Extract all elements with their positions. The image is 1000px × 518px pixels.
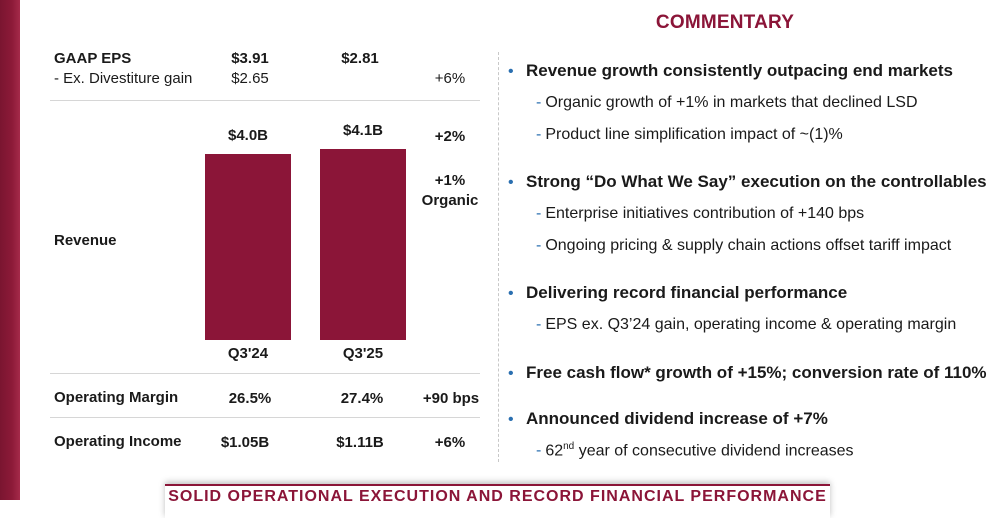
bullet-text: Revenue growth consistently outpacing en… bbox=[526, 61, 953, 80]
bullet-dot-icon: • bbox=[508, 285, 514, 302]
dash-icon: - bbox=[536, 205, 542, 222]
left-accent-strip bbox=[0, 0, 20, 500]
operating-income-q325: $1.11B bbox=[336, 434, 384, 451]
bar-q325 bbox=[320, 149, 406, 340]
divider bbox=[50, 417, 480, 418]
eps-sub-change: +6% bbox=[434, 70, 466, 87]
commentary-bullet: • Announced dividend increase of +7% bbox=[508, 409, 828, 429]
sub-bullet-text: Ongoing pricing & supply chain actions o… bbox=[545, 237, 952, 254]
bar-q324 bbox=[205, 154, 291, 340]
bullet-text: Delivering record financial performance bbox=[526, 283, 848, 302]
ordinal-suffix: nd bbox=[563, 441, 575, 452]
commentary-sub-bullet: - Enterprise initiatives contribution of… bbox=[536, 205, 864, 223]
operating-margin-label: Operating Margin bbox=[54, 389, 179, 406]
divider bbox=[50, 373, 480, 374]
operating-margin-change: +90 bps bbox=[422, 390, 480, 407]
revenue-label: Revenue bbox=[54, 232, 117, 249]
operating-income-label: Operating Income bbox=[54, 433, 182, 450]
bar-data-label-q325: $4.1B bbox=[342, 122, 384, 140]
sub-bullet-text: EPS ex. Q3’24 gain, operating income & o… bbox=[545, 316, 957, 333]
bottom-banner: SOLID OPERATIONAL EXECUTION AND RECORD F… bbox=[165, 484, 830, 518]
bullet-dot-icon: • bbox=[508, 174, 514, 191]
commentary-bullet: • Free cash flow* growth of +15%; conver… bbox=[508, 363, 987, 383]
eps-q325-value: $2.81 bbox=[341, 50, 379, 67]
bullet-text: Announced dividend increase of +7% bbox=[526, 409, 828, 428]
dash-icon: - bbox=[536, 316, 542, 333]
commentary-sub-bullet: - Organic growth of +1% in markets that … bbox=[536, 94, 918, 112]
bullet-text: Strong “Do What We Say” execution on the… bbox=[526, 172, 987, 191]
eps-sub-q324-value: $2.65 bbox=[231, 70, 269, 87]
revenue-organic-label: Organic bbox=[421, 192, 479, 209]
bullet-dot-icon: • bbox=[508, 63, 514, 80]
category-label-q325: Q3'25 bbox=[342, 345, 384, 362]
commentary-bullet: • Delivering record financial performanc… bbox=[508, 283, 847, 303]
revenue-organic-pct: +1% bbox=[434, 172, 466, 189]
sub-bullet-text: Enterprise initiatives contribution of +… bbox=[545, 205, 865, 222]
revenue-change: +2% bbox=[434, 128, 466, 145]
category-label-q324: Q3'24 bbox=[227, 345, 269, 362]
dash-icon: - bbox=[536, 126, 542, 143]
commentary-sub-bullet: - Ongoing pricing & supply chain actions… bbox=[536, 237, 951, 255]
commentary-title: COMMENTARY bbox=[655, 12, 795, 33]
bar-data-label-q324: $4.0B bbox=[227, 127, 269, 144]
dash-icon: - bbox=[536, 237, 542, 254]
operating-margin-q324: 26.5% bbox=[228, 390, 272, 407]
commentary-bullet: • Strong “Do What We Say” execution on t… bbox=[508, 172, 987, 192]
divider bbox=[50, 100, 480, 101]
commentary-sub-bullet: - EPS ex. Q3’24 gain, operating income &… bbox=[536, 316, 956, 334]
ordinal-rest: year of consecutive dividend increases bbox=[574, 442, 854, 460]
dash-icon: - bbox=[536, 442, 542, 460]
dash-icon: - bbox=[536, 94, 542, 111]
eps-sub-label: - Ex. Divestiture gain bbox=[54, 70, 193, 87]
bullet-text: Free cash flow* growth of +15%; conversi… bbox=[526, 363, 987, 382]
operating-margin-q325: 27.4% bbox=[340, 390, 384, 407]
operating-income-change: +6% bbox=[434, 434, 466, 451]
eps-label: GAAP EPS bbox=[54, 50, 132, 67]
operating-income-q324: $1.05B bbox=[220, 434, 270, 451]
commentary-sub-bullet: - Product line simplification impact of … bbox=[536, 126, 843, 144]
eps-q324-value: $3.91 bbox=[231, 50, 269, 67]
commentary-sub-bullet: - 62nd year of consecutive dividend incr… bbox=[536, 441, 854, 460]
commentary-bullet: • Revenue growth consistently outpacing … bbox=[508, 61, 953, 81]
ordinal-number: 62 bbox=[545, 442, 564, 460]
column-separator bbox=[498, 52, 499, 462]
bullet-dot-icon: • bbox=[508, 365, 514, 382]
sub-bullet-text: Organic growth of +1% in markets that de… bbox=[545, 94, 918, 111]
sub-bullet-text: 62nd year of consecutive dividend increa… bbox=[545, 441, 853, 460]
bullet-dot-icon: • bbox=[508, 411, 514, 428]
sub-bullet-text: Product line simplification impact of ~(… bbox=[545, 126, 843, 143]
